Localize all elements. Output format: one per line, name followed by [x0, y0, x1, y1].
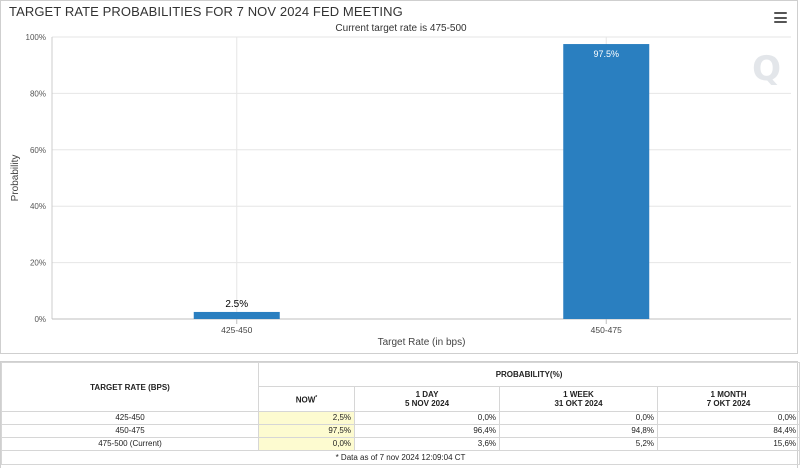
- probability-cell: 5,2%: [499, 437, 658, 451]
- probability-cell: 0,0%: [354, 411, 500, 425]
- probability-cell: 0,0%: [656, 411, 800, 425]
- column-header-mark: *: [315, 394, 318, 401]
- column-header-label: NOW: [295, 395, 316, 405]
- column-header-label: 1 MONTH: [710, 389, 747, 399]
- chart-title: TARGET RATE PROBABILITIES FOR 7 NOV 2024…: [9, 4, 403, 19]
- column-header-date: 5 NOV 2024: [404, 398, 450, 408]
- column-header-label: 1 WEEK: [563, 389, 594, 399]
- watermark-logo: Q: [752, 49, 781, 89]
- table-row: 450-475 97,5% 96,4% 94,8% 84,4%: [1, 424, 800, 438]
- column-header-label: 1 DAY: [415, 389, 439, 399]
- hamburger-menu-icon[interactable]: [774, 12, 787, 23]
- probability-column-header: 1 DAY 5 NOV 2024: [354, 385, 500, 413]
- table-row: 475-500 (Current) 0,0% 3,6% 5,2% 15,6%: [1, 437, 800, 451]
- probability-table: TARGET RATE (BPS) PROBABILITY(%) NOW* 1 D…: [0, 362, 800, 465]
- x-tick-label: 425-450: [221, 325, 252, 335]
- bar-chart: 0% 20% 40% 60% 80% 100% 425-450 2.5% 450-475 97.5…: [10, 33, 791, 348]
- column-header-date: 31 OKT 2024: [554, 398, 603, 408]
- probability-column-header: 1 MONTH 7 OKT 2024: [656, 385, 800, 413]
- probability-table-panel: TARGET RATE (BPS) PROBABILITY(%) NOW* 1 D…: [0, 361, 800, 468]
- probability-cell: 3,6%: [354, 437, 500, 451]
- probability-cell: 0,0%: [499, 411, 658, 425]
- chart-panel: TARGET RATE PROBABILITIES FOR 7 NOV 2024…: [0, 0, 798, 354]
- target-rate-cell: 425-450: [1, 411, 259, 425]
- bar: [563, 44, 650, 320]
- target-rate-cell: 450-475: [1, 424, 259, 438]
- probability-header: PROBABILITY(%): [257, 362, 800, 387]
- x-axis-title: Target Rate (in bps): [378, 337, 466, 348]
- data-label: 97.5%: [593, 49, 619, 59]
- probability-cell: 2,5%: [258, 411, 355, 425]
- y-tick-label: 60%: [30, 146, 46, 155]
- probability-cell: 97,5%: [258, 424, 355, 438]
- y-tick-label: 0%: [34, 315, 46, 324]
- probability-column-header: 1 WEEK 31 OKT 2024: [499, 385, 658, 413]
- data-label: 2.5%: [225, 299, 248, 310]
- bar: [193, 311, 280, 319]
- probability-cell: 0,0%: [258, 437, 355, 451]
- probability-cell: 15,6%: [656, 437, 800, 451]
- table-row: 425-450 2,5% 0,0% 0,0% 0,0%: [1, 411, 800, 425]
- target-rate-cell: 475-500 (Current): [1, 437, 259, 451]
- column-header-date: 7 OKT 2024: [706, 398, 751, 408]
- data-timestamp-footnote: * Data as of 7 nov 2024 12:09:04 CT: [0, 450, 800, 465]
- y-tick-label: 40%: [30, 202, 46, 211]
- chart-subtitle: Current target rate is 475-500: [335, 23, 467, 34]
- probability-cell: 84,4%: [656, 424, 800, 438]
- y-tick-label: 100%: [26, 33, 46, 42]
- x-tick-label: 450-475: [591, 325, 622, 335]
- y-tick-label: 20%: [30, 259, 46, 268]
- target-rate-header: TARGET RATE (BPS): [1, 362, 259, 412]
- probability-column-header: NOW*: [258, 385, 355, 413]
- y-tick-label: 80%: [30, 89, 46, 98]
- probability-cell: 94,8%: [499, 424, 658, 438]
- y-axis-title: Probability: [10, 155, 21, 202]
- probability-cell: 96,4%: [354, 424, 500, 438]
